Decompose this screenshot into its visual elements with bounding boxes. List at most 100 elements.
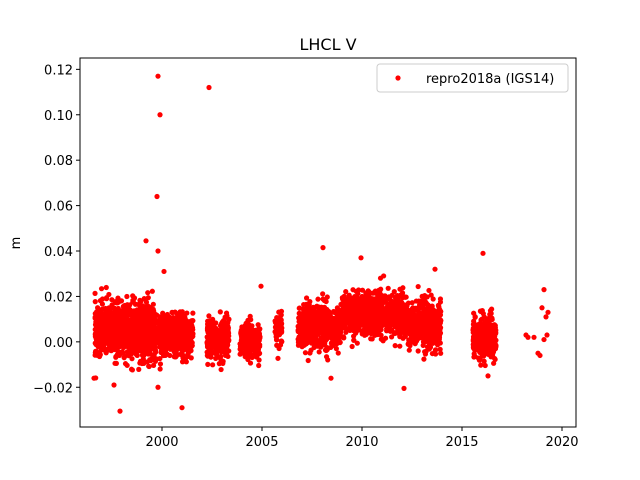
data-point <box>184 342 190 348</box>
data-point <box>278 318 284 324</box>
data-point <box>128 346 134 352</box>
data-point <box>218 357 224 363</box>
data-point <box>405 341 411 347</box>
data-point <box>139 332 145 338</box>
data-point <box>387 323 393 329</box>
data-point <box>416 305 422 311</box>
data-point <box>206 84 212 91</box>
x-tick-label: 2015 <box>445 435 478 450</box>
y-tick-label: 0.06 <box>44 200 73 215</box>
data-point <box>422 351 429 357</box>
data-point <box>124 362 130 368</box>
data-point <box>161 268 167 275</box>
data-point <box>157 314 163 320</box>
data-point <box>157 361 164 367</box>
data-point <box>541 287 547 293</box>
data-point <box>539 305 545 311</box>
data-point <box>147 321 154 327</box>
data-point <box>379 314 385 320</box>
data-point <box>278 312 284 318</box>
data-point <box>108 345 115 351</box>
data-point <box>481 358 487 364</box>
data-point <box>432 336 438 342</box>
data-point <box>218 328 224 334</box>
data-point <box>316 349 322 355</box>
data-point <box>482 330 488 337</box>
y-tick-label: 0.12 <box>44 63 73 78</box>
data-point <box>253 327 260 333</box>
data-point <box>98 286 105 292</box>
data-point <box>472 334 478 341</box>
data-point <box>141 314 147 320</box>
data-point <box>106 321 112 328</box>
data-point <box>335 350 341 356</box>
data-point <box>189 334 195 340</box>
data-point <box>92 290 98 296</box>
data-point <box>366 301 372 307</box>
data-point <box>179 359 186 365</box>
data-point <box>343 289 349 295</box>
data-point <box>430 296 436 302</box>
data-point <box>169 339 175 345</box>
data-point <box>405 300 412 306</box>
data-point <box>163 338 169 344</box>
data-point <box>121 309 127 316</box>
data-point <box>383 319 389 325</box>
data-point <box>372 323 379 329</box>
data-point <box>303 295 310 301</box>
data-point <box>169 323 176 329</box>
data-point <box>189 323 195 329</box>
data-point <box>246 349 252 355</box>
data-point <box>130 298 136 304</box>
data-point <box>154 193 160 200</box>
data-point <box>406 308 412 314</box>
data-point <box>133 319 139 325</box>
data-point <box>162 348 168 354</box>
data-point <box>113 353 119 360</box>
data-point <box>122 302 128 309</box>
data-point <box>170 314 176 321</box>
data-point <box>175 313 181 319</box>
data-point <box>471 310 477 316</box>
data-point <box>250 333 256 340</box>
data-point <box>394 318 400 324</box>
data-point <box>348 310 354 317</box>
data-point <box>307 350 313 356</box>
data-point <box>475 327 481 333</box>
data-point <box>385 315 391 321</box>
data-point <box>400 335 406 341</box>
data-point <box>490 352 496 358</box>
data-point <box>406 312 412 318</box>
data-point <box>432 351 439 357</box>
data-point <box>333 324 339 330</box>
data-point <box>92 299 98 305</box>
data-point <box>347 304 354 311</box>
data-point <box>223 333 230 340</box>
data-point <box>114 329 120 335</box>
data-point <box>477 348 484 355</box>
data-point <box>397 309 403 315</box>
data-point <box>157 331 163 337</box>
data-point <box>149 327 155 333</box>
data-point <box>381 273 387 279</box>
data-point <box>437 307 443 313</box>
data-point <box>405 327 411 333</box>
data-point <box>129 356 135 362</box>
data-point <box>437 296 444 302</box>
data-point <box>422 336 428 342</box>
data-point <box>317 314 323 321</box>
data-point <box>145 295 151 301</box>
data-point <box>112 322 118 328</box>
data-point <box>476 334 483 340</box>
data-point <box>137 346 143 352</box>
data-point <box>219 320 225 326</box>
data-point <box>492 341 498 347</box>
data-point <box>391 289 397 295</box>
data-point <box>92 315 98 321</box>
data-point <box>141 343 147 349</box>
data-point <box>377 298 383 304</box>
data-point <box>157 366 163 372</box>
data-point <box>406 347 412 353</box>
data-point <box>485 373 491 379</box>
